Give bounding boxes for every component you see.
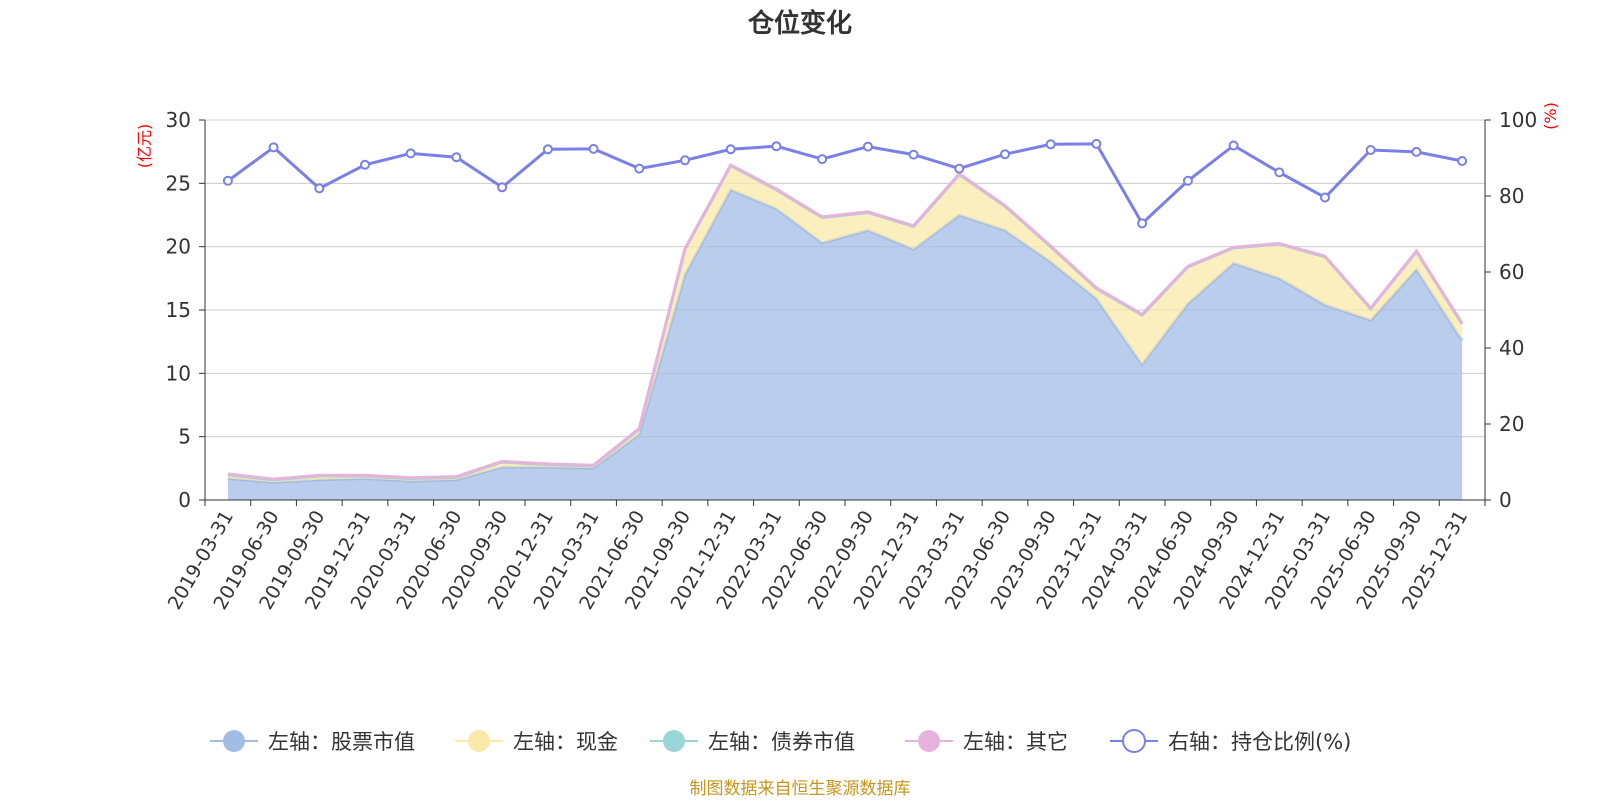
left-tick-label: 15 bbox=[166, 298, 191, 322]
stacked-areas bbox=[227, 162, 1464, 500]
left-tick-label: 30 bbox=[166, 108, 191, 132]
left-tick-label: 0 bbox=[178, 488, 191, 512]
ratio-point bbox=[725, 144, 736, 155]
ratio-point bbox=[1182, 175, 1193, 186]
left-tick-label: 25 bbox=[166, 171, 191, 195]
ratio-point bbox=[360, 159, 370, 170]
legend-label: 右轴：持仓比例(%) bbox=[1168, 730, 1351, 754]
ratio-point bbox=[908, 149, 919, 160]
legend-label: 左轴：股票市值 bbox=[268, 730, 415, 754]
ratio-point bbox=[1274, 167, 1285, 178]
ratio-point bbox=[1228, 140, 1239, 151]
ratio-point bbox=[817, 154, 828, 165]
ratio-point bbox=[634, 163, 645, 174]
ratio-point bbox=[222, 175, 233, 186]
ratio-point bbox=[268, 142, 279, 153]
right-tick-label: 20 bbox=[1499, 412, 1524, 436]
legend-marker bbox=[918, 730, 940, 752]
left-tick-label: 20 bbox=[166, 235, 191, 259]
legend-marker bbox=[223, 730, 245, 752]
ratio-point bbox=[1000, 149, 1010, 160]
ratio-point bbox=[451, 152, 462, 163]
right-axis-unit: (%) bbox=[1541, 102, 1560, 130]
ratio-point bbox=[1091, 138, 1102, 149]
legend-item-2: 左轴：债券市值 bbox=[650, 730, 855, 754]
right-tick-label: 80 bbox=[1499, 184, 1524, 208]
legend-item-0: 左轴：股票市值 bbox=[210, 730, 415, 754]
legend-label: 左轴：其它 bbox=[963, 730, 1068, 754]
legend-label: 左轴：现金 bbox=[513, 730, 618, 754]
ratio-point bbox=[954, 163, 965, 174]
legend-item-4: 右轴：持仓比例(%) bbox=[1110, 729, 1351, 754]
area-series-1 bbox=[227, 165, 1463, 483]
ratio-point bbox=[1045, 139, 1056, 150]
left-tick-label: 5 bbox=[178, 425, 191, 449]
ratio-point bbox=[1137, 218, 1148, 229]
ratio-point bbox=[1365, 145, 1376, 155]
legend-item-3: 左轴：其它 bbox=[905, 730, 1068, 754]
source-note: 制图数据来自恒生聚源数据库 bbox=[690, 779, 911, 799]
ratio-point bbox=[1457, 156, 1468, 166]
right-tick-label: 0 bbox=[1499, 488, 1512, 512]
legend-label: 左轴：债券市值 bbox=[708, 730, 855, 754]
ratio-point bbox=[588, 143, 599, 154]
ratio-point bbox=[314, 183, 325, 194]
legend: 左轴：股票市值 左轴：现金 左轴：债券市值 左轴：其它 右轴：持仓比例(%) bbox=[210, 729, 1351, 754]
left-tick-label: 10 bbox=[166, 361, 191, 385]
chart-title: 仓位变化 bbox=[747, 8, 852, 39]
ratio-point bbox=[771, 141, 782, 152]
area-series-0 bbox=[227, 189, 1463, 500]
left-axis-unit: (亿元) bbox=[135, 124, 154, 169]
ratio-point bbox=[405, 148, 416, 159]
legend-marker bbox=[468, 730, 490, 752]
ratio-point bbox=[542, 144, 553, 155]
right-tick-label: 60 bbox=[1499, 260, 1524, 284]
right-tick-label: 40 bbox=[1499, 336, 1524, 360]
legend-marker bbox=[663, 730, 685, 752]
legend-marker bbox=[1122, 729, 1146, 753]
ratio-point bbox=[1320, 192, 1330, 203]
legend-item-1: 左轴：现金 bbox=[455, 730, 618, 754]
area-series-edge-3 bbox=[227, 162, 1464, 481]
ratio-point bbox=[497, 182, 508, 193]
ratio-point bbox=[862, 141, 873, 152]
ratio-line-path bbox=[227, 142, 1463, 226]
ratio-point bbox=[680, 155, 690, 166]
ratio-line bbox=[222, 138, 1468, 229]
right-tick-label: 100 bbox=[1499, 108, 1537, 132]
ratio-point bbox=[1411, 146, 1422, 157]
